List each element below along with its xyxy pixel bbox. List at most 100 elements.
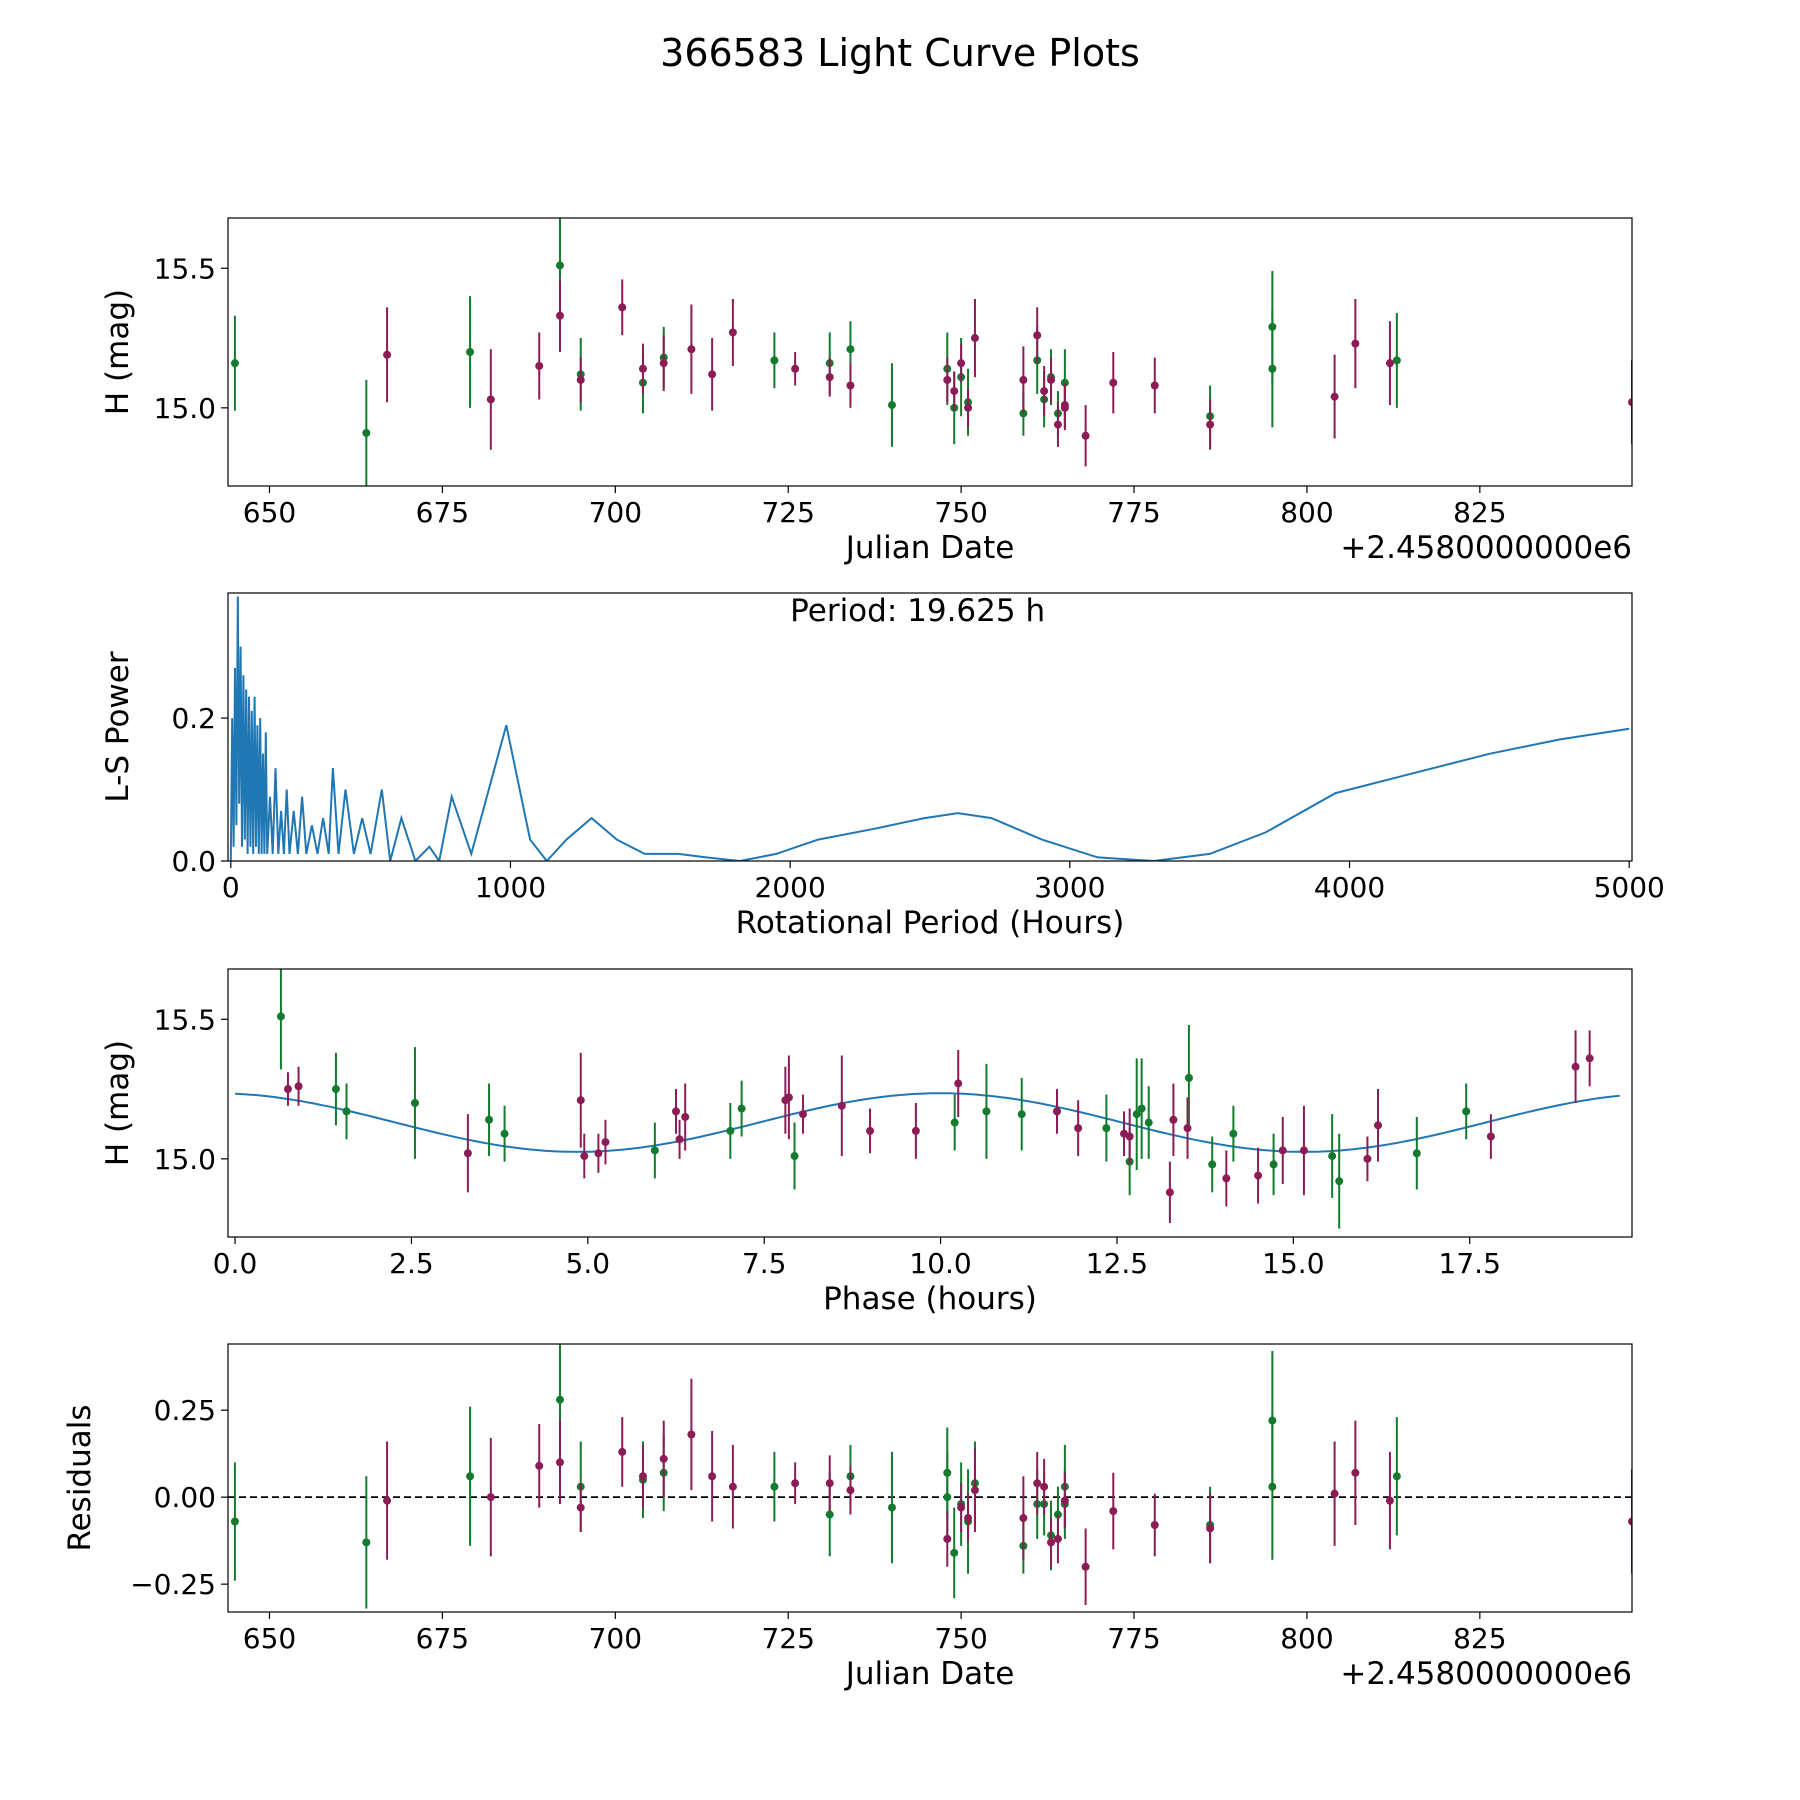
purple-data-point — [638, 1472, 647, 1481]
purple-data-point — [1571, 1062, 1580, 1071]
x-tick-label: 800 — [1280, 1622, 1333, 1655]
x-tick-label: 775 — [1107, 496, 1160, 529]
purple-data-point — [1206, 420, 1215, 429]
purple-data-point — [659, 359, 668, 368]
x-tick-label: 675 — [416, 1622, 469, 1655]
x-axis-label: Julian Date — [844, 1656, 1015, 1692]
purple-data-point — [672, 1107, 681, 1116]
purple-data-point — [1109, 378, 1118, 387]
purple-data-point — [1628, 398, 1632, 407]
x-tick-label: 700 — [589, 496, 642, 529]
purple-data-point — [687, 345, 696, 354]
purple-data-point — [846, 1486, 855, 1495]
green-data-point — [1328, 1152, 1337, 1161]
purple-data-point — [1040, 387, 1049, 396]
purple-data-point — [1074, 1124, 1083, 1133]
purple-data-point — [964, 1514, 973, 1523]
x-tick-label: 17.5 — [1439, 1247, 1501, 1280]
purple-data-point — [535, 1461, 544, 1470]
x-tick-label: 0.0 — [213, 1247, 258, 1280]
green-data-point — [230, 1517, 239, 1526]
x-axis-offset-label: +2.4580000000e6 — [1340, 1656, 1632, 1692]
green-data-point — [950, 1548, 959, 1557]
purple-data-point — [1330, 392, 1339, 401]
y-tick-label: 0.25 — [154, 1394, 216, 1427]
plot-area — [235, 969, 1620, 1229]
x-tick-label: 775 — [1107, 1622, 1160, 1655]
purple-data-point — [943, 375, 952, 384]
green-data-point — [887, 401, 896, 410]
x-tick-label: 750 — [934, 496, 987, 529]
green-data-point — [1392, 356, 1401, 365]
purple-data-point — [594, 1149, 603, 1158]
purple-data-point — [1033, 331, 1042, 340]
panel-phased: 0.0 2.5 5.0 7.5 10.0 12.5 15.0 17.5 15.0 15.5 Phas… — [100, 968, 1633, 1317]
purple-data-point — [1169, 1115, 1178, 1124]
purple-data-point — [555, 311, 564, 320]
purple-data-point — [1278, 1146, 1287, 1155]
purple-data-point — [708, 1472, 717, 1481]
x-tick-label: 5000 — [1594, 871, 1665, 904]
purple-data-point — [957, 359, 966, 368]
purple-data-point — [1052, 1107, 1061, 1116]
x-tick-label: 2.5 — [389, 1247, 434, 1280]
purple-data-point — [1363, 1154, 1372, 1163]
purple-data-point — [728, 328, 737, 337]
plot-area — [230, 218, 1632, 486]
purple-data-point — [580, 1152, 589, 1161]
purple-data-point — [708, 370, 717, 379]
x-tick-label: 7.5 — [742, 1247, 787, 1280]
green-data-point — [943, 1493, 952, 1502]
x-tick-label: 825 — [1453, 1622, 1506, 1655]
purple-data-point — [1040, 1482, 1049, 1491]
purple-data-point — [799, 1110, 808, 1119]
purple-data-point — [837, 1101, 846, 1110]
purple-data-point — [1053, 1534, 1062, 1543]
purple-data-point — [950, 387, 959, 396]
green-data-point — [342, 1107, 351, 1116]
y-tick-label: 15.0 — [154, 1143, 216, 1176]
purple-data-point — [383, 1496, 392, 1505]
panel-periodogram: 0 1000 2000 3000 4000 5000 0.0 0.2 Rotational Pe… — [100, 592, 1665, 941]
green-data-point — [230, 359, 239, 368]
purple-data-point — [1222, 1174, 1231, 1183]
axes-frame — [227, 1343, 1633, 1613]
purple-data-point — [486, 395, 495, 404]
x-tick-label: 725 — [761, 496, 814, 529]
purple-data-point — [970, 334, 979, 343]
purple-data-point — [791, 1479, 800, 1488]
purple-data-point — [1206, 1524, 1215, 1533]
green-data-point — [1335, 1177, 1344, 1186]
purple-data-point — [294, 1082, 303, 1091]
purple-data-point — [1385, 359, 1394, 368]
green-data-point — [982, 1107, 991, 1116]
purple-data-point — [659, 1454, 668, 1463]
green-data-point — [650, 1146, 659, 1155]
green-data-point — [1137, 1104, 1146, 1113]
purple-data-point — [957, 1503, 966, 1512]
purple-data-point — [1019, 375, 1028, 384]
green-data-point — [887, 1503, 896, 1512]
purple-data-point — [784, 1093, 793, 1102]
x-axis-label: Rotational Period (Hours) — [736, 905, 1125, 941]
purple-data-point — [687, 1430, 696, 1439]
x-axis-label: Phase (hours) — [823, 1281, 1037, 1317]
x-tick-label: 650 — [243, 1622, 296, 1655]
green-data-point — [1208, 1160, 1217, 1169]
purple-data-point — [1150, 381, 1159, 390]
purple-data-point — [1047, 1538, 1056, 1547]
purple-data-point — [535, 361, 544, 370]
purple-data-point — [1254, 1171, 1263, 1180]
green-data-point — [1102, 1124, 1111, 1133]
green-data-point — [790, 1152, 799, 1161]
x-tick-label: 750 — [934, 1622, 987, 1655]
green-data-point — [1269, 1160, 1278, 1169]
purple-data-point — [954, 1079, 963, 1088]
x-tick-label: 4000 — [1314, 871, 1385, 904]
purple-data-point — [1060, 1496, 1069, 1505]
green-data-point — [276, 1012, 285, 1021]
purple-data-point — [1486, 1132, 1495, 1141]
purple-data-point — [1385, 1496, 1394, 1505]
panel-lightcurve: 650 675 700 725 750 775 800 825 15.0 15.5 Julian D… — [100, 217, 1633, 566]
figure-title: 366583 Light Curve Plots — [660, 31, 1140, 75]
